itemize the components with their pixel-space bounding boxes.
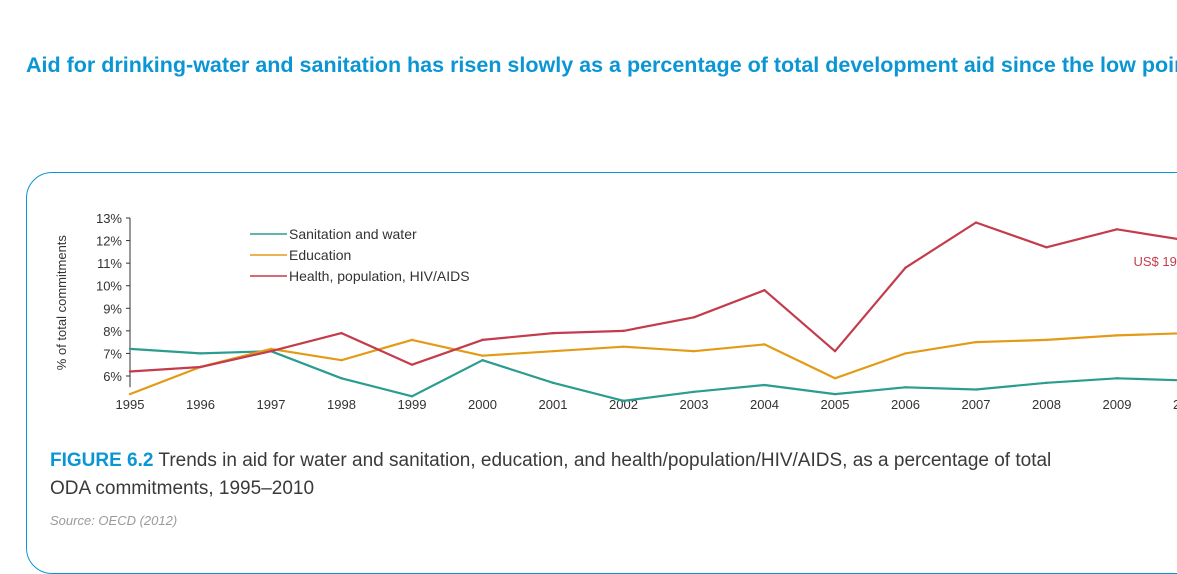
x-tick-label: 1995 (116, 397, 145, 412)
series-line-0 (130, 349, 1177, 401)
figure-label: FIGURE 6.2 (50, 450, 153, 471)
data-point (481, 359, 483, 361)
x-tick-label: 2009 (1103, 397, 1132, 412)
data-point (1116, 377, 1118, 379)
data-point (129, 348, 131, 350)
data-point (1045, 382, 1047, 384)
data-point (552, 332, 554, 334)
chart-lines (129, 221, 1177, 402)
data-point (1045, 339, 1047, 341)
y-tick-label: 10% (96, 279, 122, 294)
x-tick-label: 2006 (891, 397, 920, 412)
data-point (763, 384, 765, 386)
data-point (1116, 228, 1118, 230)
data-point (834, 393, 836, 395)
figure-caption: FIGURE 6.2 Trends in aid for water and s… (50, 447, 1177, 503)
data-point (270, 350, 272, 352)
legend-label-1: Education (289, 247, 351, 263)
source-note: Source: OECD (2012) (50, 513, 177, 528)
y-tick-label: 8% (103, 324, 122, 339)
x-tick-label: 2003 (680, 397, 709, 412)
y-tick-label: 6% (103, 369, 122, 384)
data-point (693, 316, 695, 318)
data-point (693, 391, 695, 393)
x-tick-label: 2000 (468, 397, 497, 412)
data-point (693, 350, 695, 352)
chart-axes: 6% 7% 8% 9% 10% 11% 12% 13% 1995 1996 1997 1998 1999… (54, 211, 1177, 412)
data-point (411, 395, 413, 397)
x-tick-label: 2010 (1173, 397, 1177, 412)
y-tick-label: 13% (96, 211, 122, 226)
y-tick-label: 7% (103, 346, 122, 361)
data-point (763, 289, 765, 291)
data-point (552, 350, 554, 352)
data-point (834, 350, 836, 352)
data-point (975, 221, 977, 223)
y-tick-label: 12% (96, 234, 122, 249)
x-tick-label: 1998 (327, 397, 356, 412)
data-point (481, 339, 483, 341)
annotation-label: US$ 19.5 (1134, 254, 1177, 269)
y-tick-label: 9% (103, 301, 122, 316)
x-tick-label: 1999 (398, 397, 427, 412)
data-point (340, 377, 342, 379)
data-point (340, 332, 342, 334)
data-point (129, 393, 131, 395)
y-tick-label: 11% (97, 256, 122, 271)
caption-line1: Trends in aid for water and sanitation, … (153, 450, 1051, 471)
data-point (199, 352, 201, 354)
x-tick-label: 1997 (257, 397, 286, 412)
x-tick-label: 2008 (1032, 397, 1061, 412)
data-point (975, 341, 977, 343)
data-point (904, 352, 906, 354)
data-point (622, 330, 624, 332)
data-point (411, 364, 413, 366)
data-point (622, 400, 624, 402)
x-tick-label: 2007 (962, 397, 991, 412)
x-tick-label: 2005 (821, 397, 850, 412)
data-point (904, 266, 906, 268)
data-point (270, 348, 272, 350)
data-point (904, 386, 906, 388)
x-tick-label: 2001 (539, 397, 568, 412)
data-point (1045, 246, 1047, 248)
caption-line2: ODA commitments, 1995–2010 (50, 478, 314, 499)
legend-label-2: Health, population, HIV/AIDS (289, 268, 470, 284)
chart-legend: Sanitation and water Education Health, pop… (250, 226, 470, 284)
data-point (1116, 334, 1118, 336)
x-tick-label: 2004 (750, 397, 779, 412)
data-point (622, 345, 624, 347)
chart-annotations: US$ 19.5 (1134, 254, 1177, 269)
x-tick-label: 1996 (186, 397, 215, 412)
data-point (763, 343, 765, 345)
data-point (481, 354, 483, 356)
data-point (199, 366, 201, 368)
legend-label-0: Sanitation and water (289, 226, 417, 242)
y-axis-label: % of total commitments (54, 235, 69, 371)
data-point (834, 377, 836, 379)
data-point (411, 339, 413, 341)
data-point (552, 382, 554, 384)
data-point (340, 359, 342, 361)
data-point (975, 388, 977, 390)
data-point (129, 370, 131, 372)
